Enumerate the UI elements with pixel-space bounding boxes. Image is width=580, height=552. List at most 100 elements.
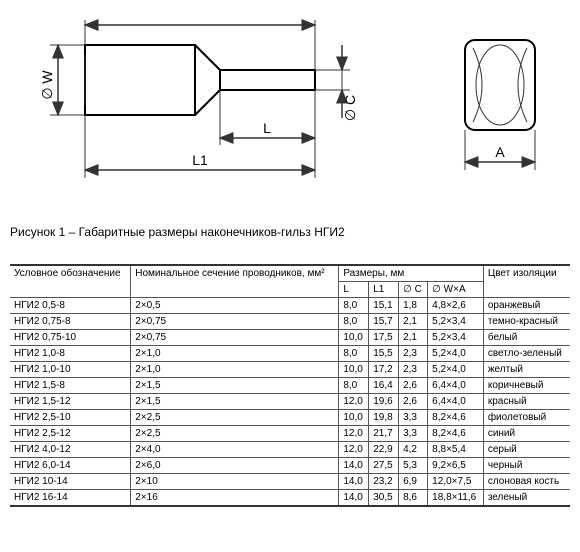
table-cell: желтый — [483, 362, 570, 378]
table-cell: 2,1 — [399, 314, 428, 330]
table-cell: 10,0 — [339, 330, 369, 346]
table-cell: 27,5 — [369, 458, 399, 474]
table-cell: НГИ2 4,0-12 — [10, 442, 131, 458]
table-cell: синий — [483, 426, 570, 442]
col-c: ∅ C — [399, 282, 428, 298]
table-row: НГИ2 0,75-82×0,758,015,72,15,2×3,4темно-… — [10, 314, 570, 330]
table-cell: 5,2×4,0 — [428, 362, 484, 378]
table-cell: НГИ2 0,75-8 — [10, 314, 131, 330]
table-cell: 5,2×3,4 — [428, 314, 484, 330]
table-row: НГИ2 0,5-82×0,58,015,11,84,8×2,6оранжевы… — [10, 298, 570, 314]
table-cell: 2,1 — [399, 330, 428, 346]
table-cell: 9,2×6,5 — [428, 458, 484, 474]
table-cell: 2×1,0 — [131, 362, 339, 378]
table-cell: 3,3 — [399, 410, 428, 426]
table-cell: 8,2×4,6 — [428, 410, 484, 426]
table-cell: 8,0 — [339, 346, 369, 362]
table-cell: 8,2×4,6 — [428, 426, 484, 442]
table-cell: НГИ2 16-14 — [10, 490, 131, 507]
table-cell: 6,4×4,0 — [428, 394, 484, 410]
table-cell: 2×0,75 — [131, 330, 339, 346]
table-cell: 5,2×4,0 — [428, 346, 484, 362]
table-cell: 2,6 — [399, 378, 428, 394]
table-cell: зеленый — [483, 490, 570, 507]
table-cell: 5,2×3,4 — [428, 330, 484, 346]
table-cell: 16,4 — [369, 378, 399, 394]
table-cell: 2×4,0 — [131, 442, 339, 458]
table-cell: 3,3 — [399, 426, 428, 442]
table-cell: 15,5 — [369, 346, 399, 362]
table-cell: 17,2 — [369, 362, 399, 378]
table-cell: 12,0×7,5 — [428, 474, 484, 490]
table-cell: НГИ2 10-14 — [10, 474, 131, 490]
table-cell: 4,8×2,6 — [428, 298, 484, 314]
table-cell: 8,6 — [399, 490, 428, 507]
label-w: ∅ W — [39, 70, 55, 100]
table-cell: 14,0 — [339, 458, 369, 474]
table-cell: 22,9 — [369, 442, 399, 458]
table-cell: НГИ2 1,5-8 — [10, 378, 131, 394]
table-row: НГИ2 4,0-122×4,012,022,94,28,8×5,4серый — [10, 442, 570, 458]
table-cell: 2×2,5 — [131, 426, 339, 442]
dimensions-table: Условное обозначение Номинальное сечение… — [10, 264, 570, 507]
table-cell: 14,0 — [339, 474, 369, 490]
table-cell: оранжевый — [483, 298, 570, 314]
table-cell: 18,8×11,6 — [428, 490, 484, 507]
table-cell: 8,0 — [339, 314, 369, 330]
label-a: A — [495, 144, 505, 160]
table-cell: 2×10 — [131, 474, 339, 490]
table-cell: 8,0 — [339, 378, 369, 394]
table-cell: 2×0,75 — [131, 314, 339, 330]
table-cell: 12,0 — [339, 426, 369, 442]
table-cell: фиолетовый — [483, 410, 570, 426]
table-cell: 1,8 — [399, 298, 428, 314]
label-l: L — [263, 120, 271, 136]
table-cell: черный — [483, 458, 570, 474]
table-cell: 10,0 — [339, 362, 369, 378]
table-row: НГИ2 1,0-82×1,08,015,52,35,2×4,0светло-з… — [10, 346, 570, 362]
table-row: НГИ2 10-142×1014,023,26,912,0×7,5слонова… — [10, 474, 570, 490]
table-row: НГИ2 1,5-82×1,58,016,42,66,4×4,0коричнев… — [10, 378, 570, 394]
table-cell: 2×6,0 — [131, 458, 339, 474]
table-cell: 2,3 — [399, 346, 428, 362]
table-cell: светло-зеленый — [483, 346, 570, 362]
table-row: НГИ2 16-142×1614,030,58,618,8×11,6зелены… — [10, 490, 570, 507]
table-cell: 2×2,5 — [131, 410, 339, 426]
table-cell: НГИ2 0,5-8 — [10, 298, 131, 314]
col-section: Номинальное сечение проводников, мм² — [131, 265, 339, 298]
table-cell: серый — [483, 442, 570, 458]
table-cell: 2×16 — [131, 490, 339, 507]
technical-diagram: ∅ W ∅ C L L1 A — [10, 10, 570, 210]
table-cell: НГИ2 1,0-10 — [10, 362, 131, 378]
table-cell: 10,0 — [339, 410, 369, 426]
table-cell: 14,0 — [339, 490, 369, 507]
col-color: Цвет изоляции — [483, 265, 570, 298]
table-cell: НГИ2 1,5-12 — [10, 394, 131, 410]
table-cell: коричневый — [483, 378, 570, 394]
table-cell: 2,3 — [399, 362, 428, 378]
table-cell: 6,4×4,0 — [428, 378, 484, 394]
table-cell: 21,7 — [369, 426, 399, 442]
table-cell: слоновая кость — [483, 474, 570, 490]
table-cell: 12,0 — [339, 394, 369, 410]
col-l: L — [339, 282, 369, 298]
table-cell: белый — [483, 330, 570, 346]
table-cell: 8,8×5,4 — [428, 442, 484, 458]
table-cell: 2×1,5 — [131, 378, 339, 394]
table-row: НГИ2 0,75-102×0,7510,017,52,15,2×3,4белы… — [10, 330, 570, 346]
table-cell: 2×1,5 — [131, 394, 339, 410]
table-cell: красный — [483, 394, 570, 410]
table-cell: 19,8 — [369, 410, 399, 426]
table-cell: 2×1,0 — [131, 346, 339, 362]
table-cell: НГИ2 0,75-10 — [10, 330, 131, 346]
table-row: НГИ2 2,5-122×2,512,021,73,38,2×4,6синий — [10, 426, 570, 442]
table-cell: НГИ2 6,0-14 — [10, 458, 131, 474]
table-cell: 12,0 — [339, 442, 369, 458]
table-cell: 8,0 — [339, 298, 369, 314]
table-cell: 15,7 — [369, 314, 399, 330]
table-cell: 5,3 — [399, 458, 428, 474]
table-cell: НГИ2 2,5-12 — [10, 426, 131, 442]
table-cell: 19,6 — [369, 394, 399, 410]
col-designation: Условное обозначение — [10, 265, 131, 298]
table-row: НГИ2 2,5-102×2,510,019,83,38,2×4,6фиолет… — [10, 410, 570, 426]
